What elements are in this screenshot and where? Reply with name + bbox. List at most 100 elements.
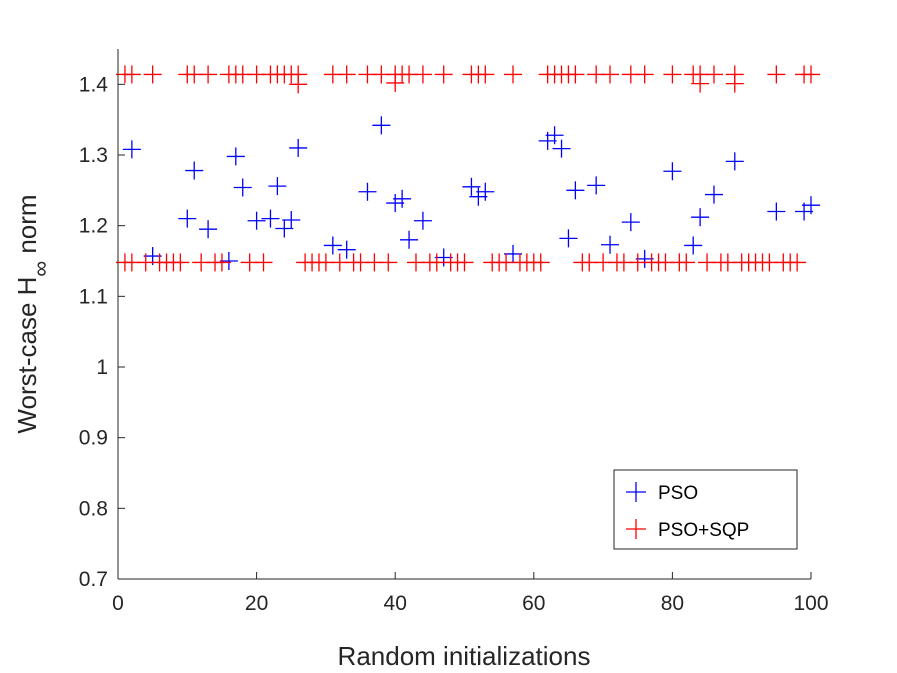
pso-point: [358, 182, 377, 201]
y-tick-label: 1.4: [79, 73, 109, 96]
pso-point: [247, 211, 266, 230]
x-tick-label: 60: [522, 592, 545, 615]
pso-point: [802, 196, 820, 215]
x-tick-label: 20: [245, 592, 268, 615]
pso-point: [185, 161, 204, 180]
pso-point: [122, 140, 141, 159]
pso-sqp-point: [254, 253, 273, 272]
pso-point: [372, 116, 391, 135]
y-tick-label: 1.1: [79, 285, 108, 308]
pso-point: [504, 244, 523, 263]
pso-point: [268, 177, 287, 196]
pso-point: [566, 181, 585, 200]
pso-point: [552, 139, 571, 158]
pso-sqp-point: [143, 65, 162, 84]
x-ticks: 0 20 40 60 80 100: [112, 572, 829, 615]
pso-sqp-point: [601, 65, 620, 84]
pso-sqp-point: [199, 65, 218, 84]
pso-point: [725, 152, 744, 171]
pso-point: [226, 147, 245, 166]
pso-sqp-series: [115, 65, 820, 272]
y-ticks: 0.7 0.8 0.9 1 1.1 1.2 1.3 1.4: [79, 73, 125, 591]
y-tick-label: 0.9: [79, 427, 108, 450]
pso-sqp-point: [122, 65, 141, 84]
legend-box: [613, 469, 798, 550]
pso-sqp-point: [434, 65, 453, 84]
pso-sqp-point: [677, 253, 696, 272]
pso-point: [469, 187, 488, 206]
x-tick-label: 80: [661, 592, 684, 615]
y-axis-label: Worst-case H∞ norm: [12, 194, 53, 433]
pso-sqp-point: [504, 65, 523, 84]
pso-point: [400, 230, 419, 249]
pso-sqp-point: [767, 65, 786, 84]
pso-point: [393, 189, 412, 208]
pso-sqp-point: [663, 65, 682, 84]
pso-sqp-point: [566, 65, 585, 84]
pso-sqp-point: [635, 65, 654, 84]
legend-label-pso: PSO: [658, 483, 698, 504]
legend-label-pso-sqp: PSO+SQP: [658, 520, 749, 541]
pso-point: [323, 236, 342, 255]
x-tick-label: 0: [112, 592, 124, 615]
axes: [117, 49, 811, 580]
pso-point: [178, 209, 197, 228]
pso-point: [601, 235, 620, 254]
x-tick-label: 40: [384, 592, 407, 615]
pso-point: [386, 194, 405, 213]
pso-point: [691, 208, 710, 227]
pso-point: [545, 126, 564, 145]
pso-sqp-point: [704, 65, 723, 84]
legend: PSO PSO+SQP: [613, 469, 798, 550]
pso-point: [337, 240, 356, 259]
pso-sqp-point: [476, 65, 495, 84]
pso-point: [261, 209, 280, 228]
pso-point: [199, 220, 218, 239]
pso-point: [413, 211, 432, 230]
pso-sqp-point: [725, 74, 744, 93]
y-tick-label: 0.8: [79, 497, 108, 520]
pso-sqp-point: [455, 253, 474, 272]
pso-sqp-point: [212, 253, 231, 272]
pso-sqp-point: [413, 65, 432, 84]
pso-point: [663, 162, 682, 181]
pso-point: [289, 138, 308, 157]
pso-sqp-point: [788, 253, 807, 272]
y-tick-label: 0.7: [79, 568, 108, 591]
pso-sqp-point: [379, 253, 398, 272]
svg-text:Worst-case H∞ norm: Worst-case H∞ norm: [12, 194, 53, 433]
legend-marker-pso: [626, 482, 646, 502]
pso-sqp-point: [337, 65, 356, 84]
pso-point: [282, 211, 301, 230]
pso-point: [635, 249, 654, 268]
pso-point: [476, 182, 495, 201]
pso-point: [219, 252, 238, 270]
y-axis-label-main: Worst-case H: [12, 277, 42, 434]
y-axis-label-subscript: ∞: [28, 261, 53, 277]
pso-sqp-point: [802, 65, 820, 84]
pso-sqp-point: [289, 75, 308, 94]
y-axis-label-tail: norm: [12, 194, 42, 260]
pso-point: [434, 248, 453, 267]
x-tick-label: 100: [793, 592, 828, 615]
pso-point: [233, 178, 252, 197]
pso-point: [275, 219, 294, 238]
pso-sqp-point: [171, 253, 190, 272]
pso-sqp-point: [691, 74, 710, 93]
pso-point: [587, 176, 606, 195]
legend-marker-pso-sqp: [626, 519, 646, 539]
y-tick-label: 1.3: [79, 144, 108, 167]
pso-sqp-point: [531, 253, 550, 272]
pso-point: [462, 177, 481, 196]
y-tick-label: 1: [96, 356, 108, 379]
pso-point: [704, 185, 723, 204]
pso-series: [122, 116, 820, 270]
pso-point: [559, 229, 578, 248]
x-axis-label: Random initializations: [338, 641, 591, 671]
y-tick-label: 1.2: [79, 215, 108, 238]
pso-point: [621, 213, 640, 232]
pso-point: [684, 236, 703, 255]
pso-sqp-point: [386, 73, 405, 92]
pso-point: [767, 202, 786, 221]
